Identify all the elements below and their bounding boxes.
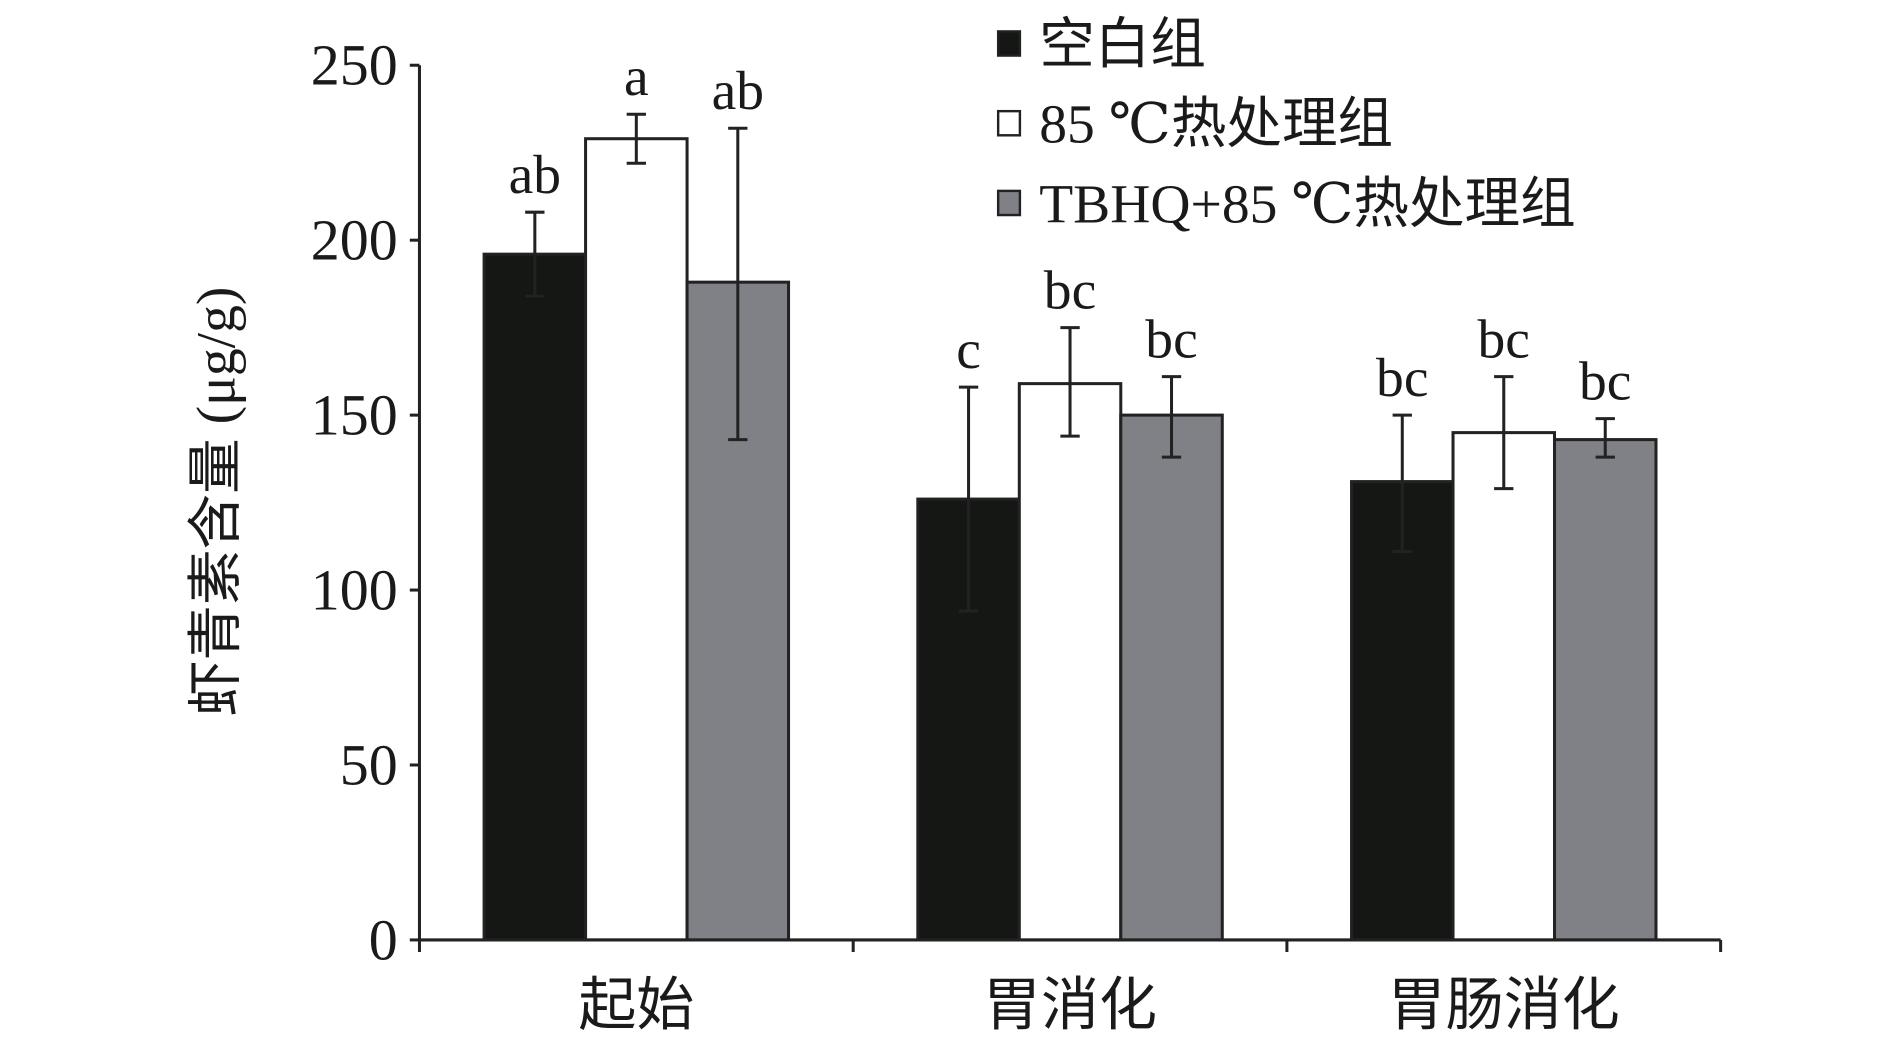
significance-label: bc [1044, 259, 1096, 321]
y-tick-label: 100 [311, 557, 398, 622]
significance-label: bc [1579, 350, 1631, 412]
significance-label: bc [1145, 308, 1197, 370]
bar [1350, 480, 1455, 942]
bar [1017, 382, 1123, 942]
legend-swatch [996, 109, 1022, 137]
y-tick-label: 50 [340, 732, 398, 797]
x-tick-label: 起始 [578, 973, 694, 1038]
significance-label: c [956, 319, 981, 381]
significance-label: a [624, 46, 649, 108]
y-tick-label: 200 [311, 208, 398, 273]
significance-label: bc [1478, 308, 1530, 370]
y-tick-label: 150 [311, 382, 398, 447]
y-tick-label: 0 [369, 907, 398, 972]
x-tick-label: 胃肠消化 [1388, 973, 1620, 1038]
significance-label: ab [712, 60, 764, 122]
legend-label: TBHQ+85 ℃热处理组 [1039, 173, 1575, 235]
legend-swatch [996, 189, 1022, 217]
bar [1451, 431, 1557, 942]
legend-label: 空白组 [1039, 14, 1206, 76]
axes-layer: 0 50 100 150 200 250 起始 胃消化 胃肠消化 [311, 33, 1723, 1038]
bar [482, 252, 588, 942]
bar [1119, 413, 1224, 942]
bar [584, 137, 689, 942]
legend: 空白组 85 ℃热处理组 TBHQ+85 ℃热处理组 [996, 14, 1576, 235]
significance-label: bc [1376, 347, 1428, 409]
significance-label: ab [509, 144, 561, 206]
y-axis-label: 虾青素含量 (μg/g) [186, 287, 248, 717]
legend-label: 85 ℃热处理组 [1039, 94, 1393, 156]
x-tick-label: 胃消化 [983, 973, 1157, 1038]
y-tick-label: 250 [311, 33, 398, 98]
bar [1552, 438, 1658, 942]
legend-swatch [996, 30, 1022, 57]
